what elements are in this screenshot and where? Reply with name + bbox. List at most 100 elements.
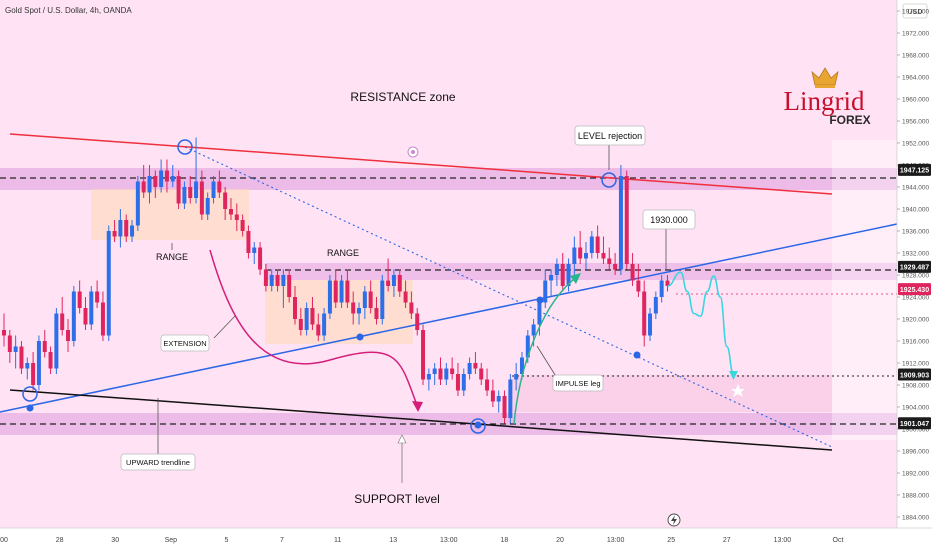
candle bbox=[2, 313, 6, 347]
candle bbox=[147, 165, 152, 204]
time-axis-label: 5 bbox=[224, 537, 228, 544]
trendline-dot-2 bbox=[356, 333, 364, 341]
candle bbox=[304, 302, 309, 336]
candle bbox=[310, 297, 315, 330]
star-marker-icon bbox=[731, 384, 745, 397]
price-tick-label: 1932.000 bbox=[902, 251, 929, 258]
candle bbox=[281, 269, 286, 308]
candle bbox=[479, 363, 484, 385]
candle bbox=[432, 363, 437, 385]
price-tick-label: 1968.000 bbox=[902, 53, 929, 60]
candle bbox=[368, 280, 373, 314]
range-box-1 bbox=[91, 189, 249, 240]
price-ticks-group: 1976.000 1972.000 1968.000 1964.000 1960.000… bbox=[897, 9, 929, 522]
candle bbox=[228, 198, 233, 220]
candle bbox=[397, 269, 402, 297]
candle bbox=[95, 280, 100, 308]
candle bbox=[54, 308, 59, 374]
candle bbox=[112, 220, 117, 242]
candle bbox=[409, 291, 414, 319]
price-tick-label: 1936.000 bbox=[902, 229, 929, 236]
resistance-zone-band bbox=[0, 168, 897, 190]
price-tick-label: 1964.000 bbox=[902, 75, 929, 82]
time-axis-label: 11 bbox=[334, 537, 341, 544]
time-labels-group: 00 28 30 Sep 5 7 11 13 13:00 18 20 13:00 25 27 13:00 Oc… bbox=[0, 537, 843, 544]
upward-trendline-box bbox=[120, 453, 196, 471]
candle bbox=[566, 258, 571, 292]
time-axis-panel bbox=[0, 528, 932, 550]
candle bbox=[234, 203, 239, 231]
candle bbox=[391, 269, 396, 297]
price-tag: 1909.903 bbox=[898, 368, 931, 381]
candle bbox=[275, 269, 280, 292]
trendline-dot-3 bbox=[536, 296, 544, 304]
candle bbox=[607, 247, 612, 270]
support-zone-band bbox=[0, 413, 897, 435]
candle bbox=[543, 269, 548, 308]
candle bbox=[71, 286, 76, 347]
price-scale-panel bbox=[897, 0, 932, 550]
candle bbox=[182, 181, 187, 209]
candles-group bbox=[2, 137, 670, 424]
candle bbox=[438, 357, 443, 385]
candle bbox=[287, 269, 292, 303]
candle bbox=[421, 324, 426, 385]
price-tick-label: 1944.000 bbox=[902, 185, 929, 192]
candle bbox=[444, 363, 449, 385]
candle bbox=[613, 253, 618, 275]
extension-pointer bbox=[213, 315, 236, 339]
candle bbox=[560, 253, 565, 292]
extension-arrow bbox=[209, 249, 419, 409]
price-tag: 1929.487 bbox=[898, 260, 931, 273]
candle bbox=[618, 165, 623, 275]
candle bbox=[293, 286, 297, 325]
candle bbox=[176, 170, 181, 209]
candle bbox=[362, 286, 367, 319]
price-tick-label: 1888.000 bbox=[902, 493, 929, 500]
price-tick-label: 1956.000 bbox=[902, 119, 929, 126]
time-axis-label: 13 bbox=[389, 537, 397, 544]
candle bbox=[339, 275, 344, 308]
candle bbox=[648, 308, 653, 341]
candle bbox=[25, 357, 30, 380]
price-tick-label: 1940.000 bbox=[902, 207, 929, 214]
lightning-icon bbox=[667, 513, 681, 527]
candle bbox=[141, 165, 146, 198]
candle bbox=[316, 313, 321, 341]
upward-trendline bbox=[0, 223, 898, 413]
candle bbox=[572, 236, 577, 275]
candle bbox=[19, 341, 24, 374]
pivot-circle-left bbox=[22, 386, 38, 402]
resistance-trendline bbox=[9, 133, 833, 195]
candle bbox=[130, 220, 135, 242]
brand-name: Lingrid bbox=[784, 86, 865, 116]
price-tag: 1901.047 bbox=[898, 417, 931, 430]
pivot-circle-level-rejection bbox=[601, 172, 617, 188]
crown-icon bbox=[811, 67, 839, 88]
lingrid-logo: Lingrid FOREX bbox=[784, 67, 871, 127]
time-axis-label: 30 bbox=[111, 537, 119, 544]
extension-arrowhead bbox=[412, 401, 423, 412]
candle bbox=[246, 225, 251, 259]
candle bbox=[194, 137, 199, 204]
price-tick-label: 1916.000 bbox=[902, 339, 929, 346]
candle bbox=[223, 187, 228, 220]
price-tick-label: 1904.000 bbox=[902, 405, 929, 412]
support-pointer-head bbox=[397, 434, 407, 444]
pivot-circle-sep-high bbox=[177, 139, 193, 155]
candle bbox=[502, 390, 507, 424]
time-axis-label: 00 bbox=[0, 537, 8, 544]
projection-arrowhead bbox=[728, 371, 738, 380]
candle bbox=[578, 231, 583, 264]
candle bbox=[42, 330, 47, 358]
gear-marker-icon bbox=[407, 146, 419, 158]
candle bbox=[333, 269, 338, 308]
impulse-pointer bbox=[536, 345, 558, 379]
candle bbox=[490, 379, 495, 407]
candle bbox=[589, 231, 594, 259]
candle bbox=[549, 269, 554, 297]
candle bbox=[636, 264, 641, 297]
candle bbox=[217, 170, 222, 198]
time-axis-label: 18 bbox=[501, 537, 509, 544]
